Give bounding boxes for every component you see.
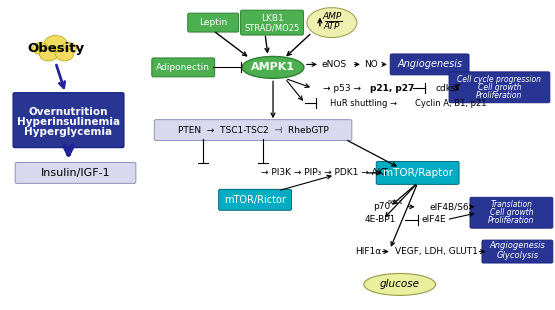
Text: Overnutrition: Overnutrition	[29, 107, 108, 117]
Text: 4E-BP1: 4E-BP1	[365, 215, 396, 224]
FancyBboxPatch shape	[470, 197, 553, 228]
Text: PTEN  →  TSC1-TSC2  ⊣  RhebGTP: PTEN → TSC1-TSC2 ⊣ RhebGTP	[178, 126, 329, 135]
FancyBboxPatch shape	[390, 54, 469, 75]
Text: Hyperglycemia: Hyperglycemia	[24, 127, 113, 137]
FancyBboxPatch shape	[241, 10, 304, 35]
Ellipse shape	[33, 42, 49, 55]
FancyBboxPatch shape	[376, 162, 459, 184]
Ellipse shape	[60, 42, 77, 55]
FancyBboxPatch shape	[188, 13, 239, 32]
Ellipse shape	[307, 8, 357, 38]
Text: Insulin/IGF-1: Insulin/IGF-1	[41, 168, 110, 178]
FancyBboxPatch shape	[449, 72, 550, 103]
FancyBboxPatch shape	[13, 93, 124, 148]
FancyBboxPatch shape	[152, 58, 215, 77]
Text: AMP: AMP	[322, 12, 341, 21]
Text: Proliferation: Proliferation	[488, 216, 534, 225]
Text: p70: p70	[373, 202, 390, 211]
Text: glucose: glucose	[380, 279, 420, 290]
Text: Cyclin A, B1, p21: Cyclin A, B1, p21	[415, 99, 486, 108]
Ellipse shape	[44, 36, 67, 50]
Text: mTOR/Rictor: mTOR/Rictor	[224, 195, 286, 205]
Text: VEGF, LDH, GLUT1: VEGF, LDH, GLUT1	[395, 247, 478, 256]
Text: → p53 →: → p53 →	[323, 84, 361, 93]
Text: eIF4B/S6: eIF4B/S6	[430, 202, 469, 211]
Text: eIF4E: eIF4E	[422, 215, 446, 224]
Text: cdks: cdks	[436, 84, 456, 93]
Text: Obesity: Obesity	[27, 42, 84, 55]
Text: Translation: Translation	[491, 200, 532, 209]
Ellipse shape	[39, 48, 58, 61]
Text: AMPK1: AMPK1	[251, 62, 295, 73]
Text: HuR shuttling →: HuR shuttling →	[330, 99, 397, 108]
Text: Angiogenesis: Angiogenesis	[397, 60, 462, 69]
Text: HIF1α: HIF1α	[355, 247, 381, 256]
Text: mTOR/Raptor: mTOR/Raptor	[382, 168, 453, 178]
Text: → PI3K → PIP₃ → PDK1 → AKT: → PI3K → PIP₃ → PDK1 → AKT	[261, 168, 388, 177]
FancyBboxPatch shape	[15, 162, 136, 184]
Text: Hyperinsulinemia: Hyperinsulinemia	[17, 117, 120, 127]
Ellipse shape	[364, 273, 436, 295]
Text: Cell cycle progression: Cell cycle progression	[457, 75, 542, 84]
Text: LKB1: LKB1	[261, 14, 284, 23]
Text: Angiogenesis: Angiogenesis	[490, 241, 546, 250]
Text: NO: NO	[364, 60, 377, 69]
Text: eNOS: eNOS	[321, 60, 346, 69]
Text: Proliferation: Proliferation	[476, 91, 523, 100]
FancyBboxPatch shape	[482, 240, 553, 263]
Text: Cell growth: Cell growth	[490, 208, 533, 217]
Ellipse shape	[56, 48, 73, 61]
Text: STRAD/MO25: STRAD/MO25	[244, 23, 300, 32]
FancyBboxPatch shape	[154, 120, 352, 140]
Text: Leptin: Leptin	[199, 18, 228, 27]
Text: Cell growth: Cell growth	[478, 83, 521, 92]
Text: Glycolysis: Glycolysis	[496, 251, 538, 260]
Text: p21, p27: p21, p27	[370, 84, 414, 93]
Text: S6K1: S6K1	[388, 200, 403, 205]
Text: ATP: ATP	[324, 22, 340, 31]
Ellipse shape	[242, 56, 304, 78]
Text: Adiponectin: Adiponectin	[157, 63, 210, 72]
FancyBboxPatch shape	[219, 189, 291, 210]
